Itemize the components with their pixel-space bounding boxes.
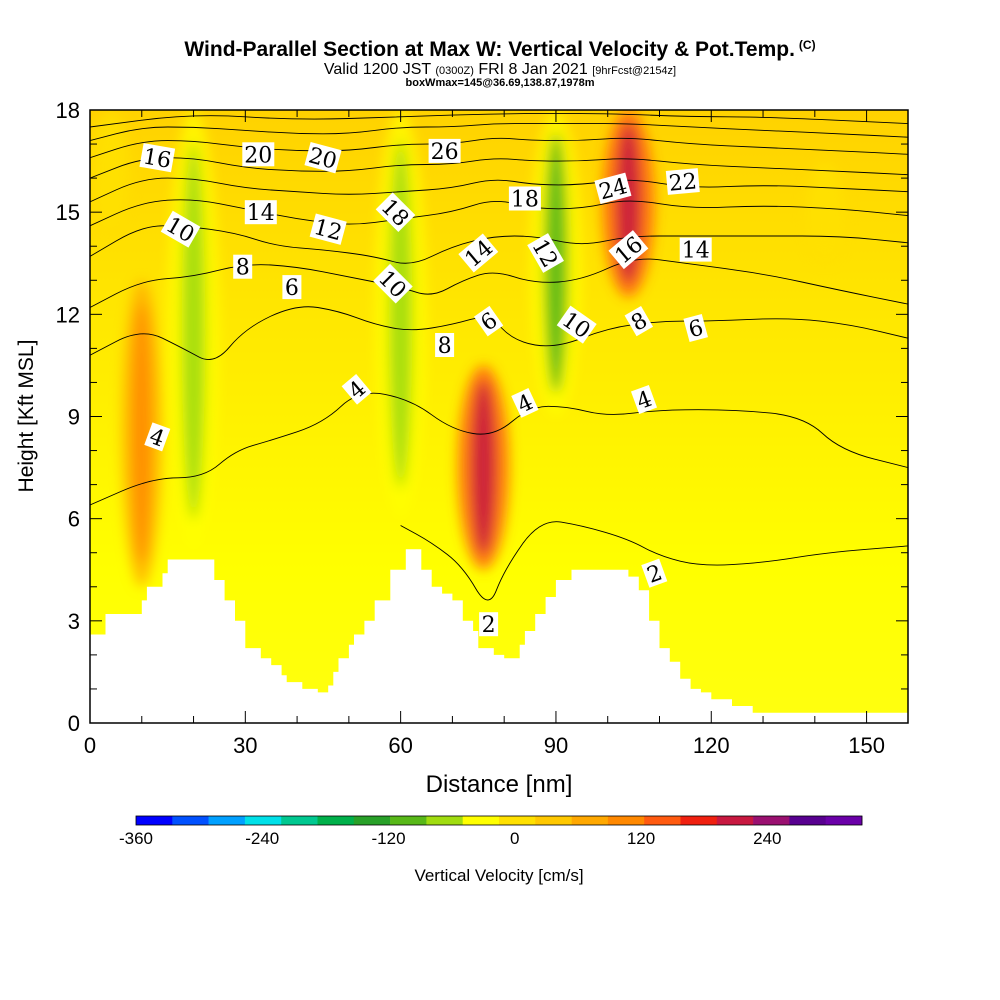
x-tick-label: 30 [233, 733, 257, 758]
theta-contour-14 [90, 177, 908, 203]
svg-text:6: 6 [686, 316, 706, 344]
contour-label: 20 [304, 141, 342, 175]
theta-contour-12 [90, 199, 908, 227]
colorbar-segment [680, 816, 718, 825]
y-tick-label: 12 [56, 302, 80, 327]
contour-label: 16 [139, 143, 176, 174]
svg-text:22: 22 [668, 169, 698, 196]
y-tick-label: 18 [56, 98, 80, 123]
contour-label: 8 [435, 333, 455, 359]
colorbar-segment [644, 816, 681, 825]
colorbar-segment [753, 816, 790, 825]
valid-time: Valid 1200 JST [323, 61, 431, 78]
contour-label: 14 [244, 200, 277, 226]
colorbar-segment [281, 816, 318, 825]
plot-area [90, 110, 908, 723]
forecast-info: [9hrFcst@2154z] [592, 65, 677, 77]
theta-contour-18 [90, 137, 908, 159]
chart-title-text: Wind-Parallel Section at Max W: Vertical… [184, 38, 795, 61]
contour-label: 4 [511, 388, 539, 419]
contour-label: 2 [641, 558, 668, 589]
contour-label: 4 [630, 384, 658, 415]
colorbar-segment [535, 816, 572, 825]
chart-subtitle: Valid 1200 JST (0300Z) FRI 8 Jan 2021 [9… [0, 61, 1000, 79]
svg-text:16: 16 [141, 144, 173, 173]
valid-date: FRI 8 Jan 2021 [478, 61, 588, 78]
colorbar-segment [571, 816, 609, 825]
svg-text:8: 8 [438, 334, 452, 359]
colorbar-segment [716, 816, 754, 825]
theta-contour-2 [400, 521, 908, 601]
chart-title-mark: (C) [798, 38, 816, 52]
x-tick-label: 0 [84, 733, 96, 758]
x-axis-label: Distance [nm] [426, 771, 573, 798]
colorbar-segment [353, 816, 391, 825]
colorbar-tick-label: -120 [372, 829, 406, 848]
colorbar-label: Vertical Velocity [cm/s] [414, 866, 583, 885]
colorbar-segment [825, 816, 863, 825]
x-tick-label: 120 [693, 733, 730, 758]
colorbar-segment [607, 816, 645, 825]
svg-text:14: 14 [682, 239, 710, 264]
svg-text:18: 18 [511, 188, 539, 213]
colorbar-segment [499, 816, 536, 825]
chart-title: Wind-Parallel Section at Max W: Vertical… [0, 38, 1000, 62]
theta-contour-8 [90, 258, 908, 308]
colorbar-segment [244, 816, 282, 825]
x-tick-label: 60 [388, 733, 412, 758]
colorbar-tick-label: 240 [753, 829, 781, 848]
colorbar-segment [426, 816, 463, 825]
svg-text:2: 2 [482, 613, 496, 638]
y-tick-label: 9 [68, 405, 80, 430]
contour-label: 18 [508, 186, 541, 213]
contour-label: 8 [233, 254, 253, 281]
theta-contour-4 [90, 392, 908, 506]
contour-label: 4 [144, 422, 171, 452]
box-max-info: boxWmax=145@36.69,138.87,1978m [405, 77, 595, 89]
colorbar-segment [462, 816, 500, 825]
y-tick-label: 0 [68, 711, 80, 736]
terrain [90, 549, 908, 723]
contour-label: 14 [679, 237, 712, 264]
colorbar-segment [789, 816, 826, 825]
y-tick-label: 6 [68, 507, 80, 532]
y-axis-label: Height [Kft MSL] [15, 340, 38, 493]
velocity-core [132, 303, 151, 564]
velocity-core [816, 168, 835, 256]
x-tick-label: 90 [544, 733, 568, 758]
velocity-core [471, 380, 496, 555]
svg-text:8: 8 [236, 256, 250, 281]
colorbar-tick-label: -360 [119, 829, 153, 848]
colorbar-segment [317, 816, 355, 825]
contour-label: 22 [665, 168, 700, 197]
svg-text:20: 20 [244, 143, 272, 168]
colorbar-tick-label: -240 [245, 829, 279, 848]
colorbar-tick-label: 0 [510, 829, 519, 848]
colorbar-segment [208, 816, 246, 825]
svg-text:14: 14 [247, 201, 275, 226]
theta-contour-20 [90, 123, 908, 142]
theta-contour-16 [90, 157, 908, 179]
y-axis: 0 3 6 9 12 15 18 [56, 98, 908, 736]
colorbar-segment [390, 816, 427, 825]
colorbar-tick-label: 120 [627, 829, 655, 848]
y-tick-label: 3 [68, 609, 80, 634]
contour-label: 20 [242, 142, 275, 168]
x-axis: 0 30 60 90 120 150 [84, 110, 885, 758]
x-tick-label: 150 [848, 733, 885, 758]
svg-text:26: 26 [431, 140, 459, 165]
utc-time: (0300Z) [435, 65, 474, 77]
theta-contours [90, 112, 908, 601]
contour-label: 26 [428, 138, 461, 165]
svg-text:6: 6 [285, 276, 299, 301]
colorbar-segment [136, 816, 173, 825]
colorbar-segment [172, 816, 209, 825]
contour-label: 6 [683, 313, 708, 344]
contour-label: 6 [282, 275, 302, 301]
contour-label: 2 [479, 612, 499, 638]
y-tick-label: 15 [56, 200, 80, 225]
contour-label: 12 [309, 213, 347, 246]
colorbar: -360 -240 -120 0 120 240 [119, 815, 863, 848]
